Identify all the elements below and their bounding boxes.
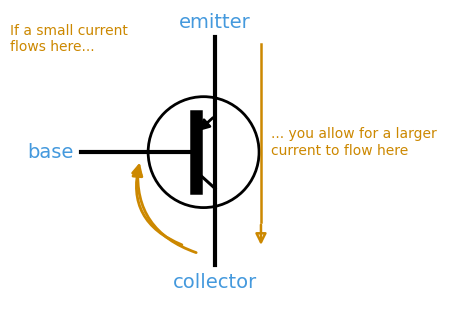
Text: emitter: emitter xyxy=(179,13,251,32)
Text: If a small current
flows here...: If a small current flows here... xyxy=(10,24,128,54)
Text: base: base xyxy=(27,143,73,162)
Text: ... you allow for a larger
current to flow here: ... you allow for a larger current to fl… xyxy=(271,127,436,158)
Text: collector: collector xyxy=(173,272,257,292)
